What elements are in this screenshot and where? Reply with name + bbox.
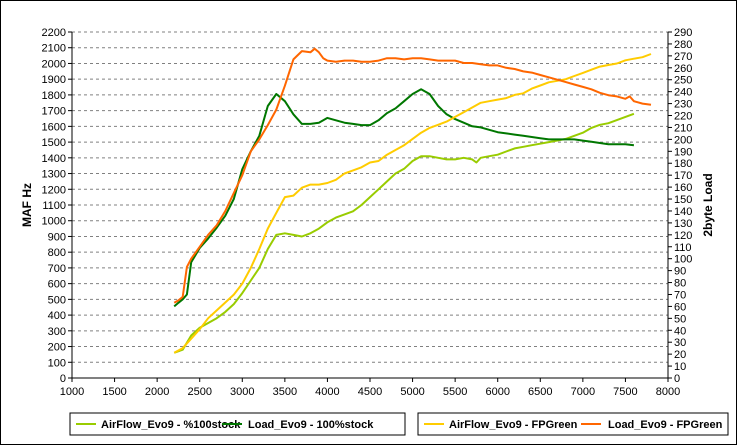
y2-tick-label: 160 xyxy=(674,182,692,194)
left-axis-ticks: 0 100 200 300 400 500 600 700 800 900 1000 1100 1200… xyxy=(42,27,72,385)
legend-entry: Load_Evo9 - 100%stock xyxy=(248,419,374,431)
x-tick-label: 7500 xyxy=(613,386,637,398)
y2-tick-label: 100 xyxy=(674,254,692,266)
y2-tick-label: 40 xyxy=(674,325,686,337)
y-tick-label: 2000 xyxy=(42,58,66,70)
series-lines xyxy=(173,47,652,354)
y2-tick-label: 90 xyxy=(674,266,686,278)
y-tick-label: 600 xyxy=(48,279,66,291)
x-tick-label: 2500 xyxy=(187,386,211,398)
y2-tick-label: 190 xyxy=(674,146,692,158)
x-tick-label: 7000 xyxy=(571,386,595,398)
y2-tick-label: 140 xyxy=(674,206,692,218)
y2-tick-label: 200 xyxy=(674,134,692,146)
y-tick-label: 800 xyxy=(48,247,66,259)
right-axis-ticks: 0102030405060708090100110120130140150160… xyxy=(668,27,692,385)
plot-area xyxy=(72,32,668,378)
x-tick-label: 2000 xyxy=(145,386,169,398)
y2-tick-label: 20 xyxy=(674,349,686,361)
y-tick-label: 2100 xyxy=(42,43,66,55)
y-tick-label: 2200 xyxy=(42,27,66,39)
y2-tick-label: 60 xyxy=(674,301,686,313)
series-line-3 xyxy=(173,53,652,354)
y2-tick-label: 10 xyxy=(674,361,686,373)
y-tick-label: 300 xyxy=(48,326,66,338)
y-tick-label: 1200 xyxy=(42,184,66,196)
y-tick-label: 1600 xyxy=(42,121,66,133)
y2-tick-label: 220 xyxy=(674,111,692,123)
legend-entry: Load_Evo9 - FPGreen xyxy=(608,419,723,431)
y2-tick-label: 50 xyxy=(674,313,686,325)
x-tick-label: 5000 xyxy=(400,386,424,398)
y-tick-label: 500 xyxy=(48,294,66,306)
y-tick-label: 700 xyxy=(48,263,66,275)
y2-tick-label: 110 xyxy=(674,242,692,254)
x-tick-label: 8000 xyxy=(656,386,680,398)
y2-tick-label: 280 xyxy=(674,39,692,51)
y-tick-label: 900 xyxy=(48,231,66,243)
y-tick-label: 1800 xyxy=(42,90,66,102)
y2-tick-label: 230 xyxy=(674,99,692,111)
y-tick-label: 1500 xyxy=(42,137,66,149)
y-tick-label: 1100 xyxy=(42,200,66,212)
y-axis-title: MAF Hz xyxy=(20,183,34,227)
y2-tick-label: 30 xyxy=(674,337,686,349)
y2-tick-label: 210 xyxy=(674,122,692,134)
x-tick-label: 4000 xyxy=(315,386,339,398)
y2-tick-label: 290 xyxy=(674,27,692,39)
x-tick-label: 1500 xyxy=(102,386,126,398)
x-tick-label: 1000 xyxy=(60,386,84,398)
y2-tick-label: 170 xyxy=(674,170,692,182)
y2-tick-label: 240 xyxy=(674,87,692,99)
series-line-4 xyxy=(173,47,652,304)
y2-tick-label: 150 xyxy=(674,194,692,206)
series-line-1 xyxy=(173,112,635,354)
x-tick-label: 3500 xyxy=(273,386,297,398)
x-tick-label: 3000 xyxy=(230,386,254,398)
x-axis-ticks: 1000 1500 2000 2500 3000 3500 4000 4500 5000 5500… xyxy=(60,378,680,398)
y2-tick-label: 120 xyxy=(674,230,692,242)
y2-tick-label: 70 xyxy=(674,289,686,301)
legend-entry: AirFlow_Evo9 - FPGreen xyxy=(449,419,578,431)
y2-tick-label: 270 xyxy=(674,51,692,63)
legend-entry: AirFlow_Evo9 - %100stock xyxy=(101,419,241,431)
y-tick-label: 100 xyxy=(48,357,66,369)
y2-axis-title: 2byte Load xyxy=(701,173,715,236)
y-tick-label: 1700 xyxy=(42,106,66,118)
y2-tick-label: 180 xyxy=(674,158,692,170)
y-tick-label: 400 xyxy=(48,310,66,322)
y-tick-label: 1000 xyxy=(42,216,66,228)
y-tick-label: 0 xyxy=(60,373,66,385)
y2-tick-label: 0 xyxy=(674,373,680,385)
x-tick-label: 5500 xyxy=(443,386,467,398)
legend-box-right xyxy=(417,412,729,436)
x-tick-label: 4500 xyxy=(358,386,382,398)
y-tick-label: 1400 xyxy=(42,153,66,165)
x-tick-label: 6000 xyxy=(485,386,509,398)
y-tick-label: 1300 xyxy=(42,169,66,181)
y-tick-label: 200 xyxy=(48,342,66,354)
y2-tick-label: 80 xyxy=(674,278,686,290)
y2-tick-label: 250 xyxy=(674,75,692,87)
y2-tick-label: 130 xyxy=(674,218,692,230)
x-tick-label: 6500 xyxy=(528,386,552,398)
y-tick-label: 1900 xyxy=(42,74,66,86)
legend: AirFlow_Evo9 - %100stock Load_Evo9 - 100%… xyxy=(69,412,729,436)
y2-tick-label: 260 xyxy=(674,63,692,75)
